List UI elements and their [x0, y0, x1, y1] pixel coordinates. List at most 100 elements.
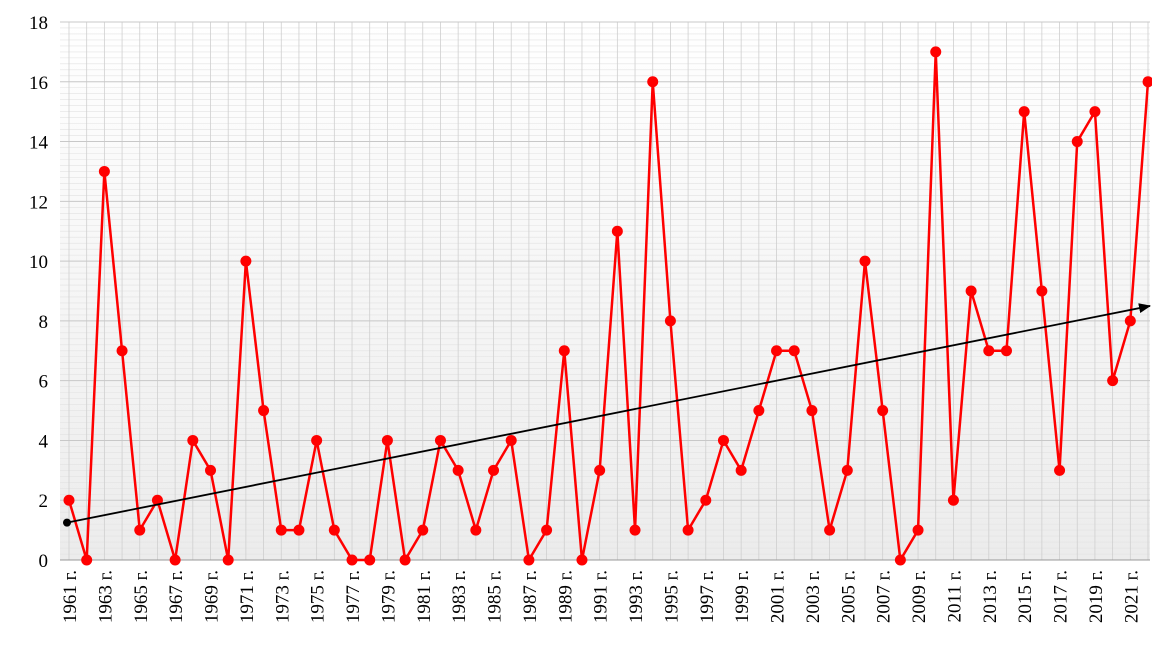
x-tick-label: 2015 г.: [1015, 570, 1036, 623]
data-point: [98, 165, 110, 177]
data-point: [488, 464, 500, 476]
data-point: [151, 494, 163, 506]
x-tick-label: 1985 г.: [485, 570, 506, 623]
data-point: [81, 554, 93, 566]
data-point: [700, 494, 712, 506]
x-tick-label: 1977 г.: [343, 570, 364, 623]
x-tick-label: 1963 г.: [95, 570, 116, 623]
y-tick-label: 0: [39, 551, 49, 572]
x-tick-label: 2021 г.: [1121, 570, 1142, 623]
data-point: [222, 554, 234, 566]
x-tick-label: 2013 г.: [980, 570, 1001, 623]
data-point: [824, 524, 836, 536]
data-point: [965, 285, 977, 297]
data-point: [311, 434, 323, 446]
x-tick-label: 1971 г.: [237, 570, 258, 623]
x-tick-label: 2005 г.: [838, 570, 859, 623]
data-point: [505, 434, 517, 446]
data-point: [1107, 375, 1119, 387]
y-tick-label: 10: [29, 252, 48, 273]
data-point: [611, 225, 623, 237]
data-point: [877, 405, 889, 417]
x-tick-label: 1997 г.: [697, 570, 718, 623]
x-tick-label: 2019 г.: [1086, 570, 1107, 623]
x-tick-label: 1999 г.: [732, 570, 753, 623]
data-point: [558, 345, 570, 357]
data-point: [417, 524, 429, 536]
x-tick-label: 1961 г.: [60, 570, 81, 623]
y-tick-label: 14: [29, 133, 49, 154]
x-tick-label: 1991 г.: [591, 570, 612, 623]
x-tick-label: 2017 г.: [1051, 570, 1072, 623]
data-point: [806, 405, 818, 417]
x-tick-label: 2011 г.: [944, 570, 965, 622]
data-point: [753, 405, 765, 417]
data-point: [1089, 106, 1101, 118]
data-line: [67, 51, 1150, 564]
x-tick-label: 1975 г.: [308, 570, 329, 623]
data-point: [364, 554, 376, 566]
data-point: [1018, 106, 1030, 118]
data-point: [1071, 136, 1083, 148]
data-point: [381, 434, 393, 446]
data-point: [912, 524, 924, 536]
y-tick-label: 8: [39, 312, 49, 333]
data-point: [771, 345, 783, 357]
data-point: [576, 554, 588, 566]
data-point: [523, 554, 535, 566]
x-tick-label: 2009 г.: [909, 570, 930, 623]
data-point: [788, 345, 800, 357]
data-point: [629, 524, 641, 536]
y-tick-label: 16: [29, 73, 48, 94]
data-point: [470, 524, 482, 536]
x-tick-label: 1989 г.: [555, 570, 576, 623]
data-point: [205, 464, 217, 476]
x-tick-label: 2007 г.: [874, 570, 895, 623]
data-point: [1054, 464, 1066, 476]
data-point: [983, 345, 995, 357]
y-tick-label: 4: [39, 431, 49, 452]
x-tick-label: 2001 г.: [768, 570, 789, 623]
data-point: [664, 315, 676, 327]
x-tick-label: 1979 г.: [378, 570, 399, 623]
trend-start: [63, 518, 71, 527]
data-point: [328, 524, 340, 536]
data-point: [947, 494, 959, 506]
data-point: [717, 434, 729, 446]
data-point: [187, 434, 199, 446]
data-point: [275, 524, 287, 536]
x-tick-label: 1965 г.: [131, 570, 152, 623]
x-tick-label: 1983 г.: [449, 570, 470, 623]
x-tick-label: 1969 г.: [202, 570, 223, 623]
data-point: [1036, 285, 1048, 297]
data-point: [930, 46, 942, 58]
data-point: [1000, 345, 1012, 357]
data-point: [346, 554, 358, 566]
data-point: [1142, 76, 1152, 88]
data-point: [169, 554, 181, 566]
data-point: [452, 464, 464, 476]
data-point: [594, 464, 606, 476]
x-tick-label: 1993 г.: [626, 570, 647, 623]
x-tick-label: 1973 г.: [272, 570, 293, 623]
x-tick-label: 1987 г.: [520, 570, 541, 623]
data-point: [859, 255, 871, 267]
x-tick-label: 1981 г.: [414, 570, 435, 623]
data-point: [240, 255, 252, 267]
data-point: [134, 524, 146, 536]
data-point: [647, 76, 659, 88]
data-point: [258, 405, 270, 417]
y-tick-label: 2: [39, 491, 49, 512]
data-point: [293, 524, 305, 536]
trend-line: [66, 303, 1151, 524]
data-point: [63, 494, 75, 506]
data-point: [434, 434, 446, 446]
x-tick-label: 1995 г.: [661, 570, 682, 623]
data-point: [894, 554, 906, 566]
data-point: [541, 524, 553, 536]
y-tick-label: 18: [29, 13, 48, 34]
data-point: [682, 524, 694, 536]
y-tick-label: 12: [29, 192, 48, 213]
